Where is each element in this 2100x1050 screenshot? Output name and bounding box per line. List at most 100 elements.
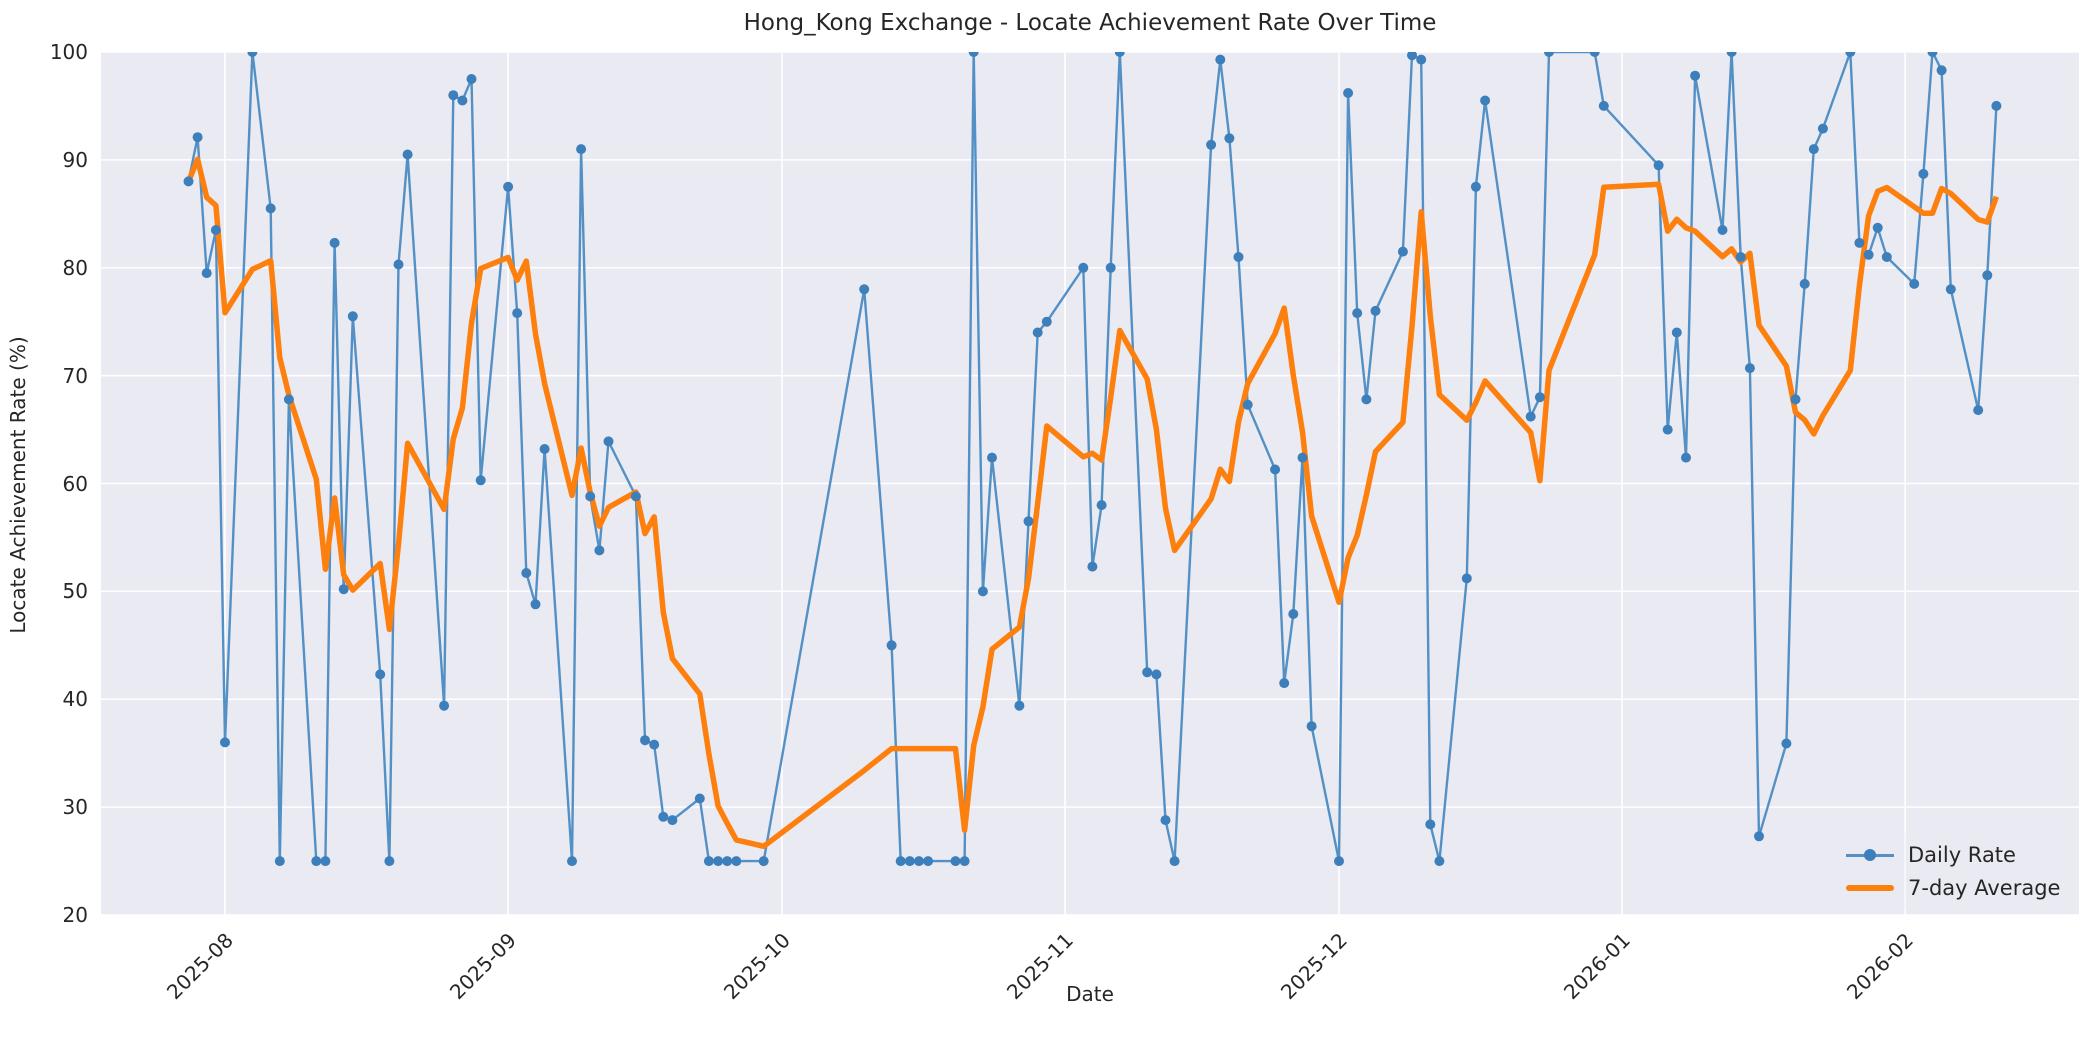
y-tick-label: 50 [62,579,88,604]
daily-rate-marker [329,237,340,248]
daily-rate-marker [1717,225,1728,235]
daily-rate-marker [1863,249,1874,260]
daily-rate-marker [1470,181,1481,192]
daily-rate-marker [1909,278,1920,289]
daily-rate-marker [1881,252,1892,262]
y-tick-label: 20 [62,903,88,927]
daily-rate-marker [1224,133,1235,144]
daily-rate-marker [694,793,705,804]
daily-rate-line [187,52,1998,863]
daily-rate-marker [950,856,961,867]
daily-rate-marker [448,90,459,101]
legend-label-daily-rate: Daily Rate [1908,842,2016,867]
daily-rate-marker [1242,399,1253,410]
daily-rate-marker [1233,252,1244,262]
daily-rate-marker [1845,52,1856,57]
daily-rate-marker [201,268,212,279]
daily-rate-marker [1781,738,1792,749]
daily-rate-marker [320,856,331,867]
daily-rate-marker [1744,363,1755,374]
daily-rate-marker [1726,52,1737,57]
daily-rate-marker [1160,815,1171,826]
seven-day-average-line [185,156,1999,850]
daily-rate-marker [1991,100,2002,111]
daily-rate-marker [375,669,386,680]
daily-rate-marker [220,737,230,748]
daily-rate-marker [1151,669,1162,680]
daily-rate-marker [1114,52,1125,57]
daily-rate-marker [859,284,870,295]
daily-rate-marker [1918,168,1929,179]
daily-rate-marker [914,856,924,867]
daily-rate-marker [1370,305,1381,316]
daily-rate-marker [1799,278,1810,289]
daily-rate-marker [1461,573,1472,584]
legend-label-7day-average: 7-day Average [1908,875,2061,900]
daily-rate-marker [1169,856,1180,867]
daily-rate-marker [658,811,669,822]
daily-rate-marker [640,735,650,746]
daily-rate-marker [1735,252,1746,262]
daily-rate-marker [1014,700,1025,711]
legend-item-7day-average: 7-day Average [1846,871,2060,904]
daily-rate-marker [1589,52,1600,57]
daily-rate-marker [1397,246,1408,257]
daily-rate-marker [1681,452,1691,463]
daily-rate-marker [1662,424,1673,435]
daily-rate-marker [347,311,358,322]
y-tick-label: 70 [62,363,88,388]
daily-rate-marker [1142,667,1153,678]
daily-rate-marker [1032,327,1043,338]
daily-rate-marker [1808,144,1819,155]
daily-rate-marker [457,95,468,106]
daily-rate-marker [1425,819,1436,830]
daily-rate-marker [1407,52,1417,61]
daily-rate-marker [585,491,596,502]
daily-rate-marker [1352,308,1363,319]
daily-rate-marker [1096,500,1107,511]
daily-rate-marker [311,856,322,867]
daily-rate-marker [475,475,486,486]
daily-rate-marker [895,856,906,867]
y-tick-label: 60 [62,471,88,496]
daily-rate-marker [1927,52,1938,57]
daily-rate-marker [1206,139,1217,150]
daily-rate-marker [1434,856,1445,867]
daily-rate-marker [1982,270,1993,281]
daily-rate-marker [713,856,724,867]
daily-rate-marker [539,444,550,454]
daily-rate-marker [722,856,733,867]
y-tick-label: 80 [62,255,88,280]
daily-rate-marker [1270,464,1281,475]
daily-rate-marker [1936,65,1947,76]
daily-rate-line-marker-icon [1846,848,1894,861]
daily-rate-marker [1671,327,1682,338]
daily-rate-marker [904,856,915,867]
daily-rate-marker [1078,262,1089,273]
y-tick-label: 40 [62,687,88,712]
daily-rate-marker [923,856,934,867]
daily-rate-marker [274,856,285,867]
daily-rate-marker [466,74,477,84]
seven-day-average-line-icon [1846,884,1894,892]
daily-rate-marker [1306,721,1317,732]
daily-rate-marker [1653,160,1664,171]
y-tick-label: 30 [62,795,88,820]
daily-rate-marker [1023,516,1034,527]
daily-rate-marker [1973,405,1984,416]
daily-rate-marker [1343,88,1354,98]
daily-rate-marker [567,856,577,867]
daily-rate-marker [1334,856,1344,867]
daily-rate-marker [1790,394,1801,405]
daily-rate-marker [667,815,678,826]
daily-rate-marker [283,394,294,405]
daily-rate-marker [1416,54,1427,65]
y-tick-label: 100 [49,40,88,64]
daily-rate-marker [1215,54,1226,65]
daily-rate-marker [393,259,404,270]
daily-rate-marker [1534,392,1545,403]
daily-rate-marker [1087,561,1098,572]
legend: Daily Rate 7-day Average [1836,832,2071,910]
daily-rate-marker [402,149,413,160]
